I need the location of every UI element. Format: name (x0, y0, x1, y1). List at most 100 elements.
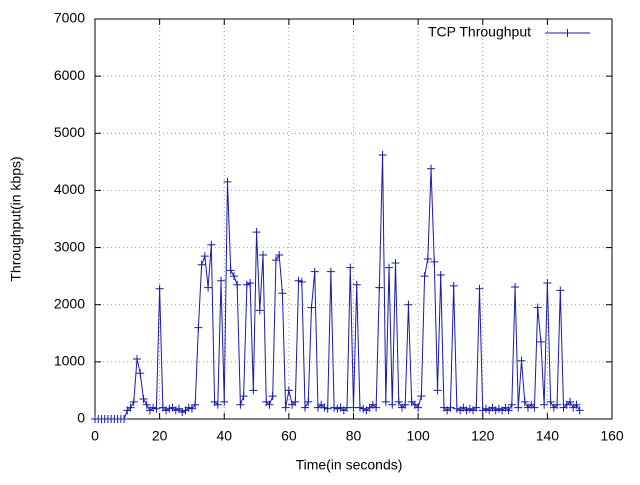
point-marker (304, 397, 313, 406)
point-marker (436, 271, 445, 279)
y-tick-label: 0 (77, 410, 85, 426)
point-marker (281, 403, 290, 412)
x-tick-label: 100 (406, 428, 430, 444)
x-tick-label: 0 (91, 428, 99, 444)
x-tick-label: 60 (281, 428, 297, 444)
point-marker (326, 267, 335, 276)
point-marker (427, 164, 436, 173)
y-tick-label: 7000 (54, 10, 85, 26)
point-marker (155, 284, 164, 293)
point-marker (452, 404, 461, 413)
point-marker (229, 272, 238, 281)
point-marker (323, 404, 332, 413)
point-marker (575, 406, 584, 415)
point-marker (481, 404, 490, 413)
point-marker (536, 337, 545, 346)
point-marker (236, 400, 245, 409)
y-tick-label: 1000 (54, 353, 85, 369)
x-tick-label: 20 (152, 428, 168, 444)
plot-border (94, 18, 613, 420)
point-marker (472, 403, 481, 412)
point-marker (417, 392, 426, 401)
point-marker (430, 257, 439, 266)
y-tick-label: 2000 (54, 295, 85, 311)
x-tick-label: 40 (216, 428, 232, 444)
point-marker (129, 397, 138, 406)
point-marker (239, 392, 248, 401)
point-marker (404, 300, 413, 309)
point-marker (401, 400, 410, 409)
point-marker (217, 276, 226, 285)
point-marker (294, 276, 303, 285)
point-marker (520, 397, 529, 406)
point-marker (556, 286, 565, 295)
point-marker (187, 404, 196, 413)
point-marker (352, 280, 361, 289)
point-marker (301, 403, 310, 412)
point-marker (284, 386, 293, 395)
point-marker (197, 260, 206, 269)
point-marker (391, 259, 400, 267)
point-marker (533, 303, 542, 312)
legend-marker (563, 29, 572, 37)
y-axis-label: Throughput(in kbps) (8, 156, 24, 281)
point-marker (213, 400, 222, 409)
point-marker (136, 369, 145, 378)
point-marker (220, 397, 229, 406)
point-marker (394, 397, 403, 406)
point-marker (233, 280, 242, 289)
point-marker (375, 283, 384, 292)
y-tick-label: 3000 (54, 238, 85, 254)
point-marker (494, 404, 503, 413)
point-marker (226, 266, 235, 275)
point-marker (346, 263, 355, 272)
point-marker (446, 403, 455, 412)
point-marker (242, 280, 251, 289)
point-marker (291, 397, 300, 406)
point-marker (511, 283, 520, 291)
point-marker (268, 392, 277, 401)
point-marker (278, 289, 287, 298)
point-marker (423, 255, 432, 263)
y-tick-label: 6000 (54, 67, 85, 83)
point-marker (504, 406, 513, 415)
y-tick-label: 4000 (54, 181, 85, 197)
point-marker (249, 386, 258, 395)
point-marker (149, 403, 158, 412)
point-marker (255, 306, 264, 315)
point-marker (378, 151, 387, 159)
point-marker (388, 400, 397, 409)
point-marker (184, 403, 193, 412)
point-marker (381, 397, 390, 406)
point-marker (152, 404, 161, 413)
x-tick-label: 160 (600, 428, 624, 444)
point-marker (252, 228, 261, 237)
point-marker (514, 403, 523, 412)
point-marker (178, 408, 187, 417)
point-marker (475, 284, 484, 293)
point-marker (433, 386, 442, 395)
point-marker (223, 177, 232, 186)
point-marker (297, 277, 306, 286)
point-marker (333, 404, 342, 413)
point-marker (310, 267, 319, 276)
point-marker (359, 404, 368, 413)
point-marker (565, 397, 574, 406)
point-marker (275, 251, 284, 259)
point-marker (194, 323, 203, 332)
x-tick-label: 80 (346, 428, 362, 444)
y-tick-label: 5000 (54, 124, 85, 140)
point-marker (165, 404, 174, 413)
point-marker (120, 415, 129, 423)
point-marker (320, 403, 329, 412)
legend-label: TCP Throughput (428, 24, 531, 40)
point-marker (162, 406, 171, 415)
point-marker (246, 279, 255, 287)
point-marker (171, 406, 180, 415)
point-marker (507, 400, 516, 409)
point-marker (553, 400, 562, 409)
point-marker (207, 240, 216, 249)
point-marker (265, 400, 274, 409)
point-marker (543, 279, 552, 287)
